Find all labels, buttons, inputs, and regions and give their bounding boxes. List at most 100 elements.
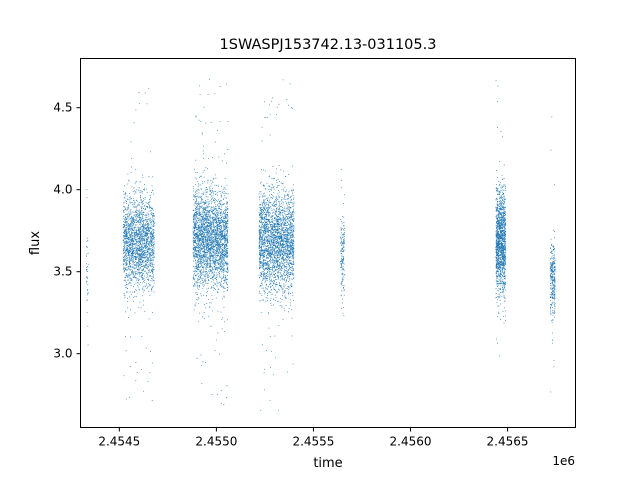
data-point xyxy=(152,235,154,237)
data-point xyxy=(201,272,203,274)
data-point xyxy=(132,225,134,227)
data-point xyxy=(140,240,142,242)
data-point xyxy=(213,285,214,287)
data-point xyxy=(217,260,218,261)
data-point xyxy=(198,245,200,247)
data-point xyxy=(144,243,146,245)
data-point xyxy=(86,299,88,301)
data-point xyxy=(213,219,215,221)
data-point xyxy=(201,217,203,219)
data-point xyxy=(226,245,227,247)
data-point xyxy=(224,281,226,283)
data-point xyxy=(87,294,89,296)
data-point xyxy=(126,233,128,235)
data-point xyxy=(222,262,224,264)
data-point xyxy=(133,251,134,252)
data-point xyxy=(212,255,213,257)
data-point xyxy=(128,250,130,252)
data-point xyxy=(124,217,126,219)
data-point xyxy=(141,174,143,176)
data-point xyxy=(204,260,206,262)
data-point xyxy=(139,259,141,260)
data-point xyxy=(127,274,129,276)
data-point xyxy=(138,220,140,222)
data-point xyxy=(216,243,218,244)
data-point xyxy=(145,245,147,247)
data-point xyxy=(222,252,223,254)
data-point xyxy=(86,282,88,284)
data-point xyxy=(135,261,136,263)
data-point xyxy=(200,226,202,228)
data-point xyxy=(226,223,228,225)
data-point xyxy=(196,213,198,215)
data-point xyxy=(153,233,154,235)
data-point xyxy=(144,225,146,226)
data-point xyxy=(222,222,224,224)
data-point xyxy=(209,266,210,267)
data-point xyxy=(196,253,197,255)
data-point xyxy=(227,262,229,264)
data-point xyxy=(204,209,206,211)
data-point xyxy=(132,253,134,255)
data-point xyxy=(199,234,200,236)
data-point xyxy=(198,276,199,277)
data-point xyxy=(213,249,215,251)
data-point xyxy=(204,249,206,251)
data-point xyxy=(222,247,224,248)
data-point xyxy=(200,202,202,204)
data-point xyxy=(128,254,130,256)
data-point xyxy=(213,262,215,264)
data-point xyxy=(134,244,135,246)
data-point xyxy=(143,247,144,248)
data-point xyxy=(205,235,207,237)
data-point xyxy=(197,279,199,281)
data-point xyxy=(223,203,225,204)
data-point xyxy=(202,248,204,250)
data-point xyxy=(193,168,195,170)
data-point xyxy=(139,223,141,225)
data-point xyxy=(204,214,206,216)
data-point xyxy=(210,226,212,227)
data-point xyxy=(133,276,135,277)
data-point xyxy=(200,244,202,245)
data-point xyxy=(227,223,229,225)
data-point xyxy=(139,248,141,250)
data-point xyxy=(210,302,212,304)
data-point xyxy=(136,242,138,244)
data-point xyxy=(221,250,223,251)
data-point xyxy=(133,297,135,298)
data-point xyxy=(205,167,207,169)
data-point xyxy=(220,265,222,267)
data-point xyxy=(130,259,132,260)
data-point xyxy=(141,234,143,236)
data-point xyxy=(198,224,200,226)
data-point xyxy=(134,233,136,235)
data-point xyxy=(219,253,221,255)
data-point xyxy=(194,274,196,276)
data-point xyxy=(136,219,138,221)
data-point xyxy=(199,259,201,260)
data-point xyxy=(129,193,131,194)
data-point xyxy=(139,263,141,265)
data-point xyxy=(140,276,142,278)
data-point xyxy=(144,285,146,287)
data-point xyxy=(213,178,214,180)
data-point xyxy=(224,250,226,252)
data-point xyxy=(209,232,211,234)
data-point xyxy=(207,225,209,226)
data-point xyxy=(261,246,262,248)
data-point xyxy=(205,218,207,220)
data-point xyxy=(202,271,204,273)
data-point xyxy=(217,226,219,227)
data-point xyxy=(215,193,217,195)
data-point xyxy=(218,248,220,250)
data-point xyxy=(123,185,125,187)
data-point xyxy=(144,234,146,236)
data-point xyxy=(221,281,222,283)
data-point xyxy=(138,229,140,231)
data-point xyxy=(220,234,222,235)
data-point xyxy=(141,206,143,208)
data-point xyxy=(132,216,134,218)
data-point xyxy=(128,246,130,248)
data-point xyxy=(220,231,222,233)
